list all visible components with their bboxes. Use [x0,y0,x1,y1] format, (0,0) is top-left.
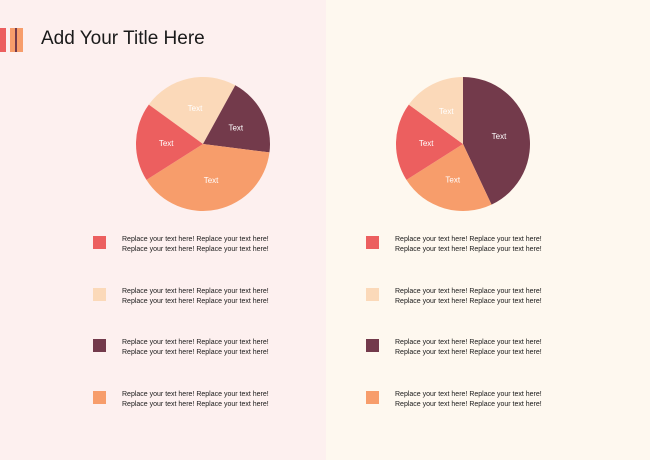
legend-text: Replace your text here! Replace your tex… [395,235,542,255]
pie-slice [408,77,463,144]
right-panel [326,0,650,460]
legend-swatch [93,339,106,352]
pie-slice-label: Text [159,139,174,148]
pie-slice-label: Text [419,139,434,148]
pie-slice-label: Text [188,104,203,113]
legend-text-line: Replace your text here! Replace your tex… [122,246,269,253]
legend-text-line: Replace your text here! Replace your tex… [395,298,542,305]
legend-swatch [366,391,379,404]
legend-text-line: Replace your text here! Replace your tex… [122,391,269,398]
title-bar-orange [17,28,23,52]
pie-slice [146,144,270,211]
title-bar-coral [0,28,6,52]
title-bar-peach [10,28,15,52]
legend-text-line: Replace your text here! Replace your tex… [395,288,542,295]
legend-text-line: Replace your text here! Replace your tex… [395,236,542,243]
title-bar-plum [15,28,17,52]
pie-slice [148,77,236,144]
legend-text: Replace your text here! Replace your tex… [122,235,269,255]
pie-slice-label: Text [445,175,460,184]
legend-text-line: Replace your text here! Replace your tex… [395,246,542,253]
pie-slice-label: Text [492,132,507,141]
legend-swatch [93,391,106,404]
legend-text-line: Replace your text here! Replace your tex… [395,349,542,356]
legend-text-line: Replace your text here! Replace your tex… [122,401,269,408]
legend-text-line: Replace your text here! Replace your tex… [122,236,269,243]
pie-slice-label: Text [439,107,454,116]
legend-swatch [366,339,379,352]
legend-text-line: Replace your text here! Replace your tex… [395,391,542,398]
pie-slice [463,77,530,205]
pie-slice-label: Text [204,176,219,185]
legend-text-line: Replace your text here! Replace your tex… [395,401,542,408]
legend-swatch [93,236,106,249]
legend-text: Replace your text here! Replace your tex… [122,287,269,307]
legend-text-line: Replace your text here! Replace your tex… [122,349,269,356]
pie-slice-label: Text [228,123,243,132]
legend-text: Replace your text here! Replace your tex… [395,390,542,410]
left-panel [0,0,326,460]
legend-text-line: Replace your text here! Replace your tex… [122,288,269,295]
pie-slice [203,85,270,153]
legend-swatch [93,288,106,301]
pie-slice [396,104,463,180]
legend-text-line: Replace your text here! Replace your tex… [122,298,269,305]
legend-text: Replace your text here! Replace your tex… [395,338,542,358]
legend-text-line: Replace your text here! Replace your tex… [122,339,269,346]
pie-slice [136,104,203,180]
legend-swatch [366,236,379,249]
legend-swatch [366,288,379,301]
legend-text: Replace your text here! Replace your tex… [122,390,269,410]
legend-text: Replace your text here! Replace your tex… [122,338,269,358]
pie-slice [406,144,492,211]
legend-text: Replace your text here! Replace your tex… [395,287,542,307]
page-title: Add Your Title Here [41,28,205,49]
legend-text-line: Replace your text here! Replace your tex… [395,339,542,346]
